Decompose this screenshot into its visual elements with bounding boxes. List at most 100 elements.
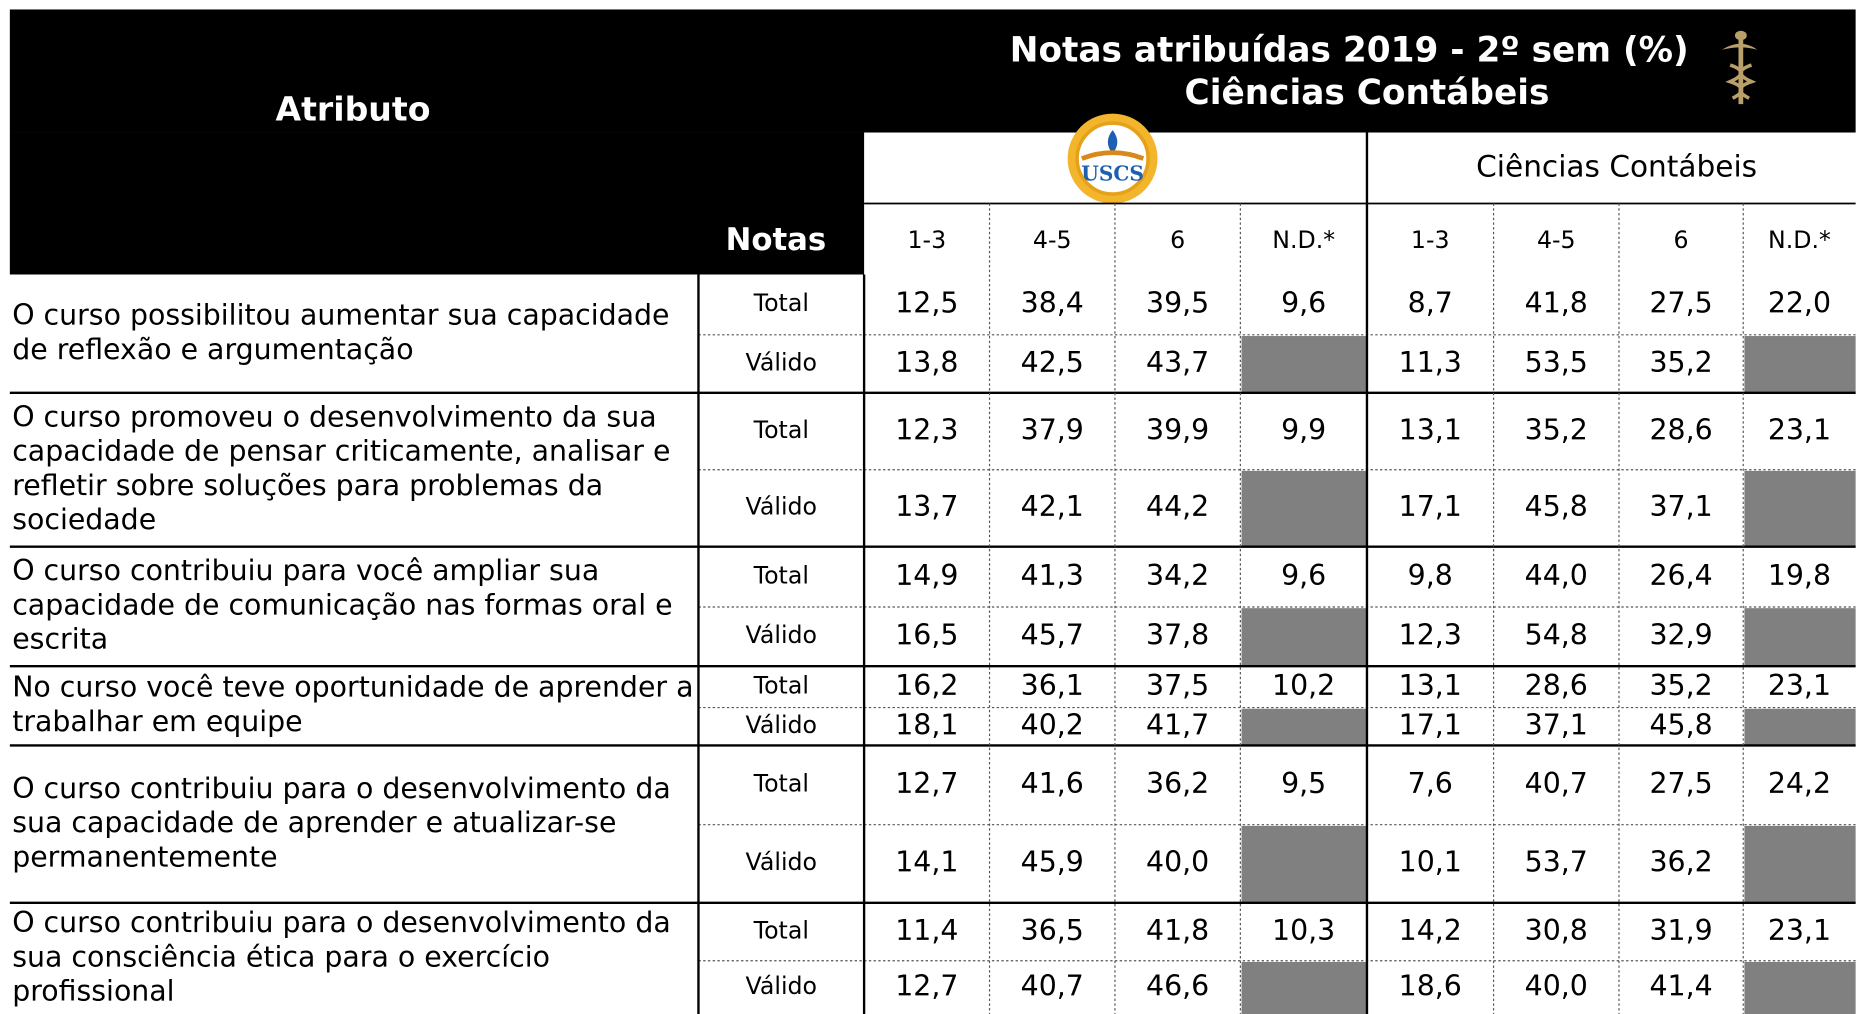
attribute-label: No curso você teve oportunidade de apren… <box>12 671 693 704</box>
cell-value: 10,1 <box>1399 846 1462 879</box>
row-type: Total <box>753 416 809 444</box>
cell-value: 45,7 <box>1021 619 1084 652</box>
row-type: Válido <box>746 493 817 521</box>
row-type: Total <box>753 770 809 798</box>
cell-value: 13,7 <box>895 490 958 523</box>
cell-value: 14,1 <box>895 846 958 879</box>
cell-value: 8,7 <box>1408 287 1453 320</box>
empty-cell <box>1241 708 1367 746</box>
cell-value: 9,8 <box>1408 559 1453 592</box>
empty-cell <box>1241 608 1367 667</box>
row-type: Válido <box>746 972 817 1000</box>
cell-value: 9,6 <box>1281 559 1326 592</box>
row-type: Válido <box>746 621 817 649</box>
attribute-label: trabalhar em equipe <box>12 705 302 738</box>
cell-value: 45,9 <box>1021 846 1084 879</box>
cell-value: 11,4 <box>895 914 958 947</box>
empty-cell <box>1744 708 1856 746</box>
cell-value: 40,7 <box>1525 767 1588 800</box>
cell-value: 9,6 <box>1281 287 1326 320</box>
attribute-label: refletir sobre soluções para problemas d… <box>12 469 603 502</box>
empty-cell <box>1241 336 1367 393</box>
column-header: 1-3 <box>907 226 946 254</box>
cell-value: 23,1 <box>1768 413 1831 446</box>
cell-value: 27,5 <box>1650 767 1713 800</box>
cell-value: 12,3 <box>1399 619 1462 652</box>
cell-value: 16,5 <box>895 619 958 652</box>
attribute-label: de reflexão e argumentação <box>12 333 413 366</box>
cell-value: 28,6 <box>1525 669 1588 702</box>
column-header: 6 <box>1170 226 1185 254</box>
empty-cell <box>1744 961 1856 1014</box>
cell-value: 40,0 <box>1525 969 1588 1002</box>
cell-value: 37,5 <box>1146 669 1209 702</box>
row-type: Total <box>753 916 809 944</box>
cell-value: 19,8 <box>1768 559 1831 592</box>
row-type: Válido <box>746 711 817 739</box>
cell-value: 31,9 <box>1650 914 1713 947</box>
attribute-label: O curso possibilitou aumentar sua capaci… <box>12 299 669 332</box>
cell-value: 36,1 <box>1021 669 1084 702</box>
row-type: Total <box>753 289 809 317</box>
empty-cell <box>1241 825 1367 903</box>
cell-value: 18,1 <box>895 708 958 741</box>
group2-header: Ciências Contábeis <box>1476 150 1757 184</box>
cell-value: 53,5 <box>1525 346 1588 379</box>
cell-value: 13,8 <box>895 346 958 379</box>
cell-value: 30,8 <box>1525 914 1588 947</box>
cell-value: 44,0 <box>1525 559 1588 592</box>
cell-value: 18,6 <box>1399 969 1462 1002</box>
cell-value: 9,5 <box>1281 767 1326 800</box>
cell-value: 7,6 <box>1408 767 1453 800</box>
empty-cell <box>1744 336 1856 393</box>
attribute-label: sua consciência ética para o exercício <box>12 940 550 973</box>
logo-text: USCS <box>1081 162 1144 186</box>
cell-value: 12,7 <box>895 969 958 1002</box>
row-type: Válido <box>746 848 817 876</box>
cell-value: 41,4 <box>1650 969 1713 1002</box>
cell-value: 12,3 <box>895 413 958 446</box>
cell-value: 41,7 <box>1146 708 1209 741</box>
cell-value: 37,9 <box>1021 413 1084 446</box>
cell-value: 10,3 <box>1272 914 1335 947</box>
attribute-label: O curso promoveu o desenvolvimento da su… <box>12 400 656 433</box>
cell-value: 13,1 <box>1399 413 1462 446</box>
cell-value: 41,3 <box>1021 559 1084 592</box>
cell-value: 17,1 <box>1399 708 1462 741</box>
attribute-label: profissional <box>12 975 174 1008</box>
cell-value: 41,6 <box>1021 767 1084 800</box>
row-type: Válido <box>746 348 817 376</box>
cell-value: 34,2 <box>1146 559 1209 592</box>
cell-value: 23,1 <box>1768 669 1831 702</box>
cell-value: 46,6 <box>1146 969 1209 1002</box>
cell-value: 12,7 <box>895 767 958 800</box>
caduceus-icon <box>1721 30 1758 105</box>
cell-value: 37,8 <box>1146 619 1209 652</box>
cell-value: 40,2 <box>1021 708 1084 741</box>
cell-value: 28,6 <box>1650 413 1713 446</box>
cell-value: 35,2 <box>1650 346 1713 379</box>
cell-value: 14,9 <box>895 559 958 592</box>
cell-value: 13,1 <box>1399 669 1462 702</box>
cell-value: 27,5 <box>1650 287 1713 320</box>
attribute-label: escrita <box>12 623 108 656</box>
column-header: 4-5 <box>1033 226 1072 254</box>
attribute-header: Atributo <box>275 90 430 129</box>
row-type: Total <box>753 561 809 589</box>
cell-value: 42,5 <box>1021 346 1084 379</box>
empty-cell <box>1241 470 1367 547</box>
cell-value: 39,9 <box>1146 413 1209 446</box>
cell-value: 53,7 <box>1525 846 1588 879</box>
column-header: 6 <box>1674 226 1689 254</box>
header-band <box>9 9 1856 133</box>
column-header: N.D.* <box>1768 226 1831 254</box>
attribute-label: O curso contribuiu para você ampliar sua <box>12 554 599 587</box>
empty-cell <box>1744 608 1856 667</box>
cell-value: 37,1 <box>1525 708 1588 741</box>
empty-cell <box>1241 961 1367 1014</box>
attribute-label: permanentemente <box>12 840 277 873</box>
cell-value: 35,2 <box>1525 413 1588 446</box>
cell-value: 9,9 <box>1281 413 1326 446</box>
cell-value: 41,8 <box>1525 287 1588 320</box>
attribute-label: O curso contribuiu para o desenvolviment… <box>12 906 671 939</box>
